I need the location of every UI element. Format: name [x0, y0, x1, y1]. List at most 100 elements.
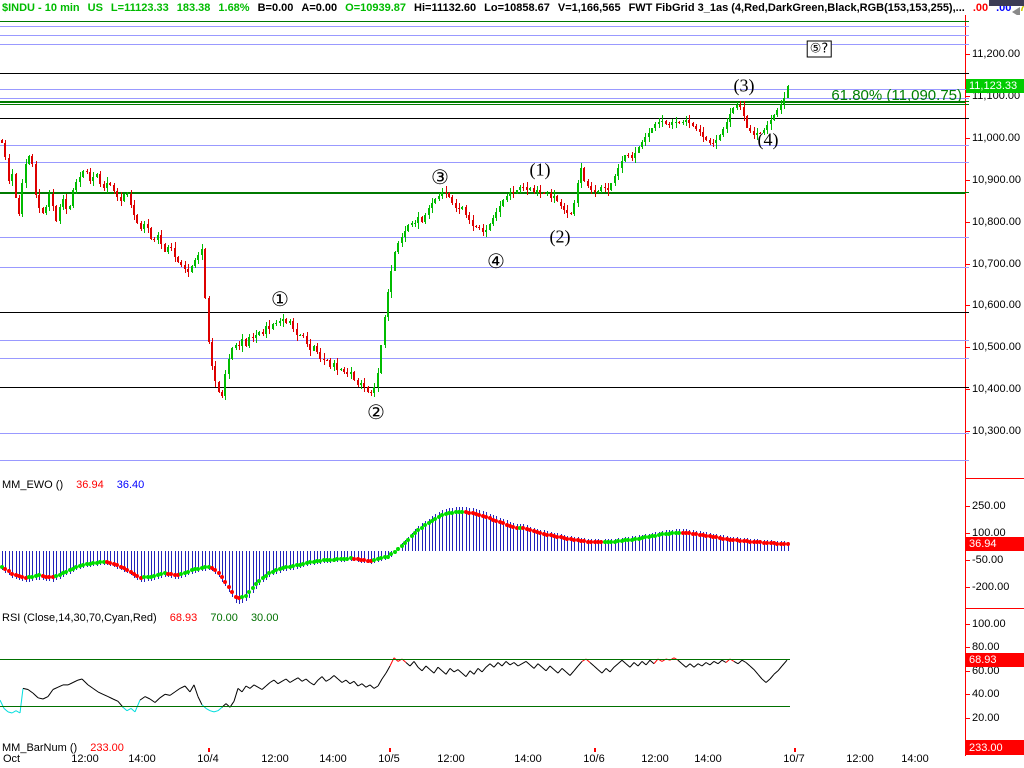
ewo-dot	[71, 566, 75, 571]
fib-gridline	[0, 358, 965, 359]
ewo-histogram-bar	[628, 536, 629, 551]
ewo-dot	[555, 534, 559, 539]
ewo-histogram-bar	[683, 529, 684, 551]
candle-up	[380, 345, 382, 374]
candle-down	[448, 192, 450, 198]
rsi-segment	[501, 661, 507, 667]
candle-up	[770, 120, 772, 125]
ewo-dot	[643, 535, 647, 540]
ewo-dot	[247, 590, 251, 595]
ewo-dot	[413, 531, 417, 535]
rsi-segment	[629, 662, 635, 668]
candle-down	[113, 185, 115, 192]
price-axis-strip[interactable]	[965, 15, 1024, 756]
candle-down	[319, 352, 321, 359]
rsi-line-layer[interactable]	[0, 608, 965, 740]
ewo-dot	[782, 542, 786, 547]
ewo-histogram-bar	[584, 538, 585, 551]
ewo-histogram-bar	[283, 551, 284, 572]
ewo-dot	[521, 526, 525, 531]
rsi-segment	[107, 696, 114, 700]
ewo-histogram-bar	[571, 536, 572, 551]
ewo-histogram-bar	[232, 551, 233, 597]
ewo-histogram-bar	[662, 530, 663, 551]
rsi-segment	[102, 693, 109, 698]
ewo-histogram-bar	[5, 551, 6, 573]
candle-down	[120, 197, 122, 201]
ewo-histogram-bar	[60, 551, 61, 579]
candle-up	[722, 128, 724, 135]
candle-down	[326, 359, 328, 361]
ewo-histogram-bar	[188, 551, 189, 576]
ewo-value-2: 36.40	[116, 479, 145, 491]
rsi-segment	[769, 673, 775, 680]
rsi-segment	[154, 697, 161, 703]
ewo-dot	[301, 561, 305, 566]
candle-up	[21, 183, 23, 214]
rsi-segment	[633, 662, 639, 667]
candle-up	[25, 163, 27, 184]
rsi-title: RSI (Close,14,30,70,Cyan,Red)	[2, 612, 157, 624]
scroll-left-arrow-icon[interactable]	[1012, 7, 1020, 17]
price-axis-label: 10,600.00	[972, 299, 1021, 311]
ewo-dot	[494, 518, 498, 523]
candle-up	[48, 194, 50, 208]
ewo-dot	[779, 541, 783, 546]
quote-token: L=11123.33	[110, 2, 169, 14]
session-tick	[389, 748, 391, 752]
ewo-histogram-bar	[100, 551, 101, 566]
candle-up	[313, 345, 315, 351]
rsi-segment	[22, 687, 29, 690]
ewo-dot	[152, 573, 156, 578]
ewo-dot	[742, 539, 746, 544]
price-axis-tick	[965, 54, 970, 55]
ewo-dot	[616, 539, 620, 544]
ewo-histogram-bar	[530, 526, 531, 551]
ewo-histogram-bar	[300, 551, 301, 568]
rsi-axis-tick	[965, 694, 970, 695]
time-axis-label: 10/5	[378, 753, 400, 765]
quote-token: Lo=10858.67	[484, 2, 550, 14]
session-tick	[794, 748, 796, 752]
ewo-dot	[119, 564, 123, 569]
ewo-dot	[44, 574, 48, 579]
price-axis-label: 10,800.00	[972, 216, 1021, 228]
candle-down	[35, 164, 37, 195]
fib-gridline	[0, 237, 965, 238]
ewo-dot	[132, 571, 136, 576]
fib-gridline	[0, 192, 965, 194]
price-axis-label: 10,900.00	[972, 174, 1021, 186]
ewo-histogram-bar	[598, 539, 599, 551]
ewo-histogram-bar	[246, 551, 247, 602]
ewo-histogram-bar	[459, 507, 460, 551]
ewo-histogram-bar	[700, 531, 701, 551]
ewo-dot	[115, 563, 119, 568]
fib-gridline	[0, 340, 965, 341]
ewo-histogram-bar	[256, 551, 257, 589]
ewo-dot	[305, 560, 309, 565]
ewo-histogram-bar	[239, 551, 240, 604]
axis-minor-tick	[965, 433, 969, 434]
ewo-axis-tick	[965, 506, 970, 507]
price-axis-tick	[965, 347, 970, 348]
wave-label-(1): (1)	[529, 159, 551, 180]
ewo-dot	[484, 515, 488, 519]
ewo-dot	[698, 532, 702, 537]
ewo-dot	[237, 596, 241, 600]
ewo-dot	[762, 540, 766, 545]
ewo-histogram-bar	[330, 551, 331, 563]
ewo-histogram-bar	[141, 551, 142, 582]
rsi-segment	[493, 662, 499, 668]
candle-down	[749, 127, 751, 131]
ewo-dot	[609, 539, 613, 544]
rsi-segment	[513, 662, 519, 667]
ewo-histogram-bar	[53, 551, 54, 582]
ewo-dot	[694, 532, 698, 537]
ewo-dot	[430, 518, 434, 523]
rsi-segment	[741, 659, 747, 663]
ewo-dot	[135, 574, 139, 578]
ewo-dot	[240, 594, 244, 599]
ewo-histogram-bar	[185, 551, 186, 577]
ewo-dot	[501, 521, 505, 526]
ewo-histogram-bar	[710, 532, 711, 551]
